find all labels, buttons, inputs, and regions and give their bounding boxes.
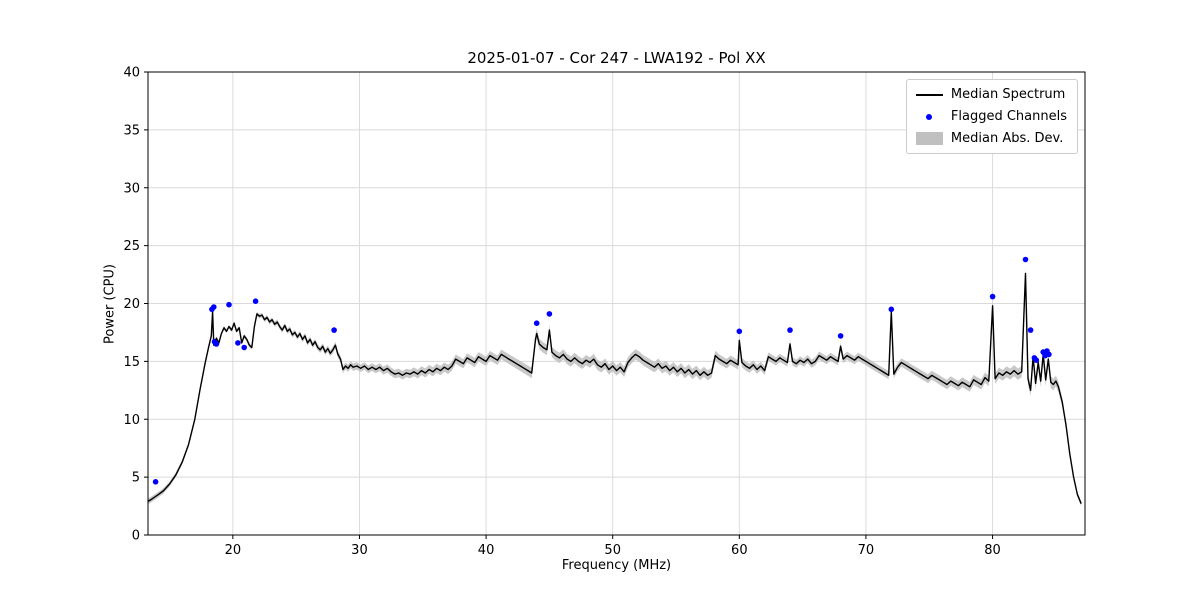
svg-text:5: 5 — [132, 471, 140, 486]
legend-item-median-spectrum: Median Spectrum — [915, 87, 1067, 102]
y-axis-label: Power (CPU) — [102, 263, 118, 345]
svg-text:40: 40 — [478, 543, 495, 558]
legend-label-flagged-channels: Flagged Channels — [950, 109, 1067, 124]
legend-label-median-spectrum: Median Spectrum — [950, 87, 1066, 102]
svg-text:50: 50 — [604, 543, 621, 558]
svg-text:25: 25 — [123, 239, 140, 254]
svg-text:0: 0 — [132, 529, 140, 544]
legend-item-flagged-channels: Flagged Channels — [916, 109, 1067, 124]
median-spectrum-line-swatch — [915, 93, 943, 96]
legend-label-median-abs-dev: Median Abs. Dev. — [950, 131, 1064, 146]
legend-item-median-abs-dev: Median Abs. Dev. — [915, 131, 1067, 146]
flagged-channels-dot-swatch — [916, 113, 943, 120]
svg-text:10: 10 — [123, 413, 140, 428]
svg-text:40: 40 — [123, 66, 140, 81]
svg-text:20: 20 — [225, 543, 242, 558]
svg-text:15: 15 — [123, 355, 140, 370]
median-abs-dev-patch-swatch — [915, 132, 943, 145]
x-axis-label: Frequency (MHz) — [561, 558, 672, 573]
svg-text:30: 30 — [123, 181, 140, 196]
svg-text:20: 20 — [123, 297, 140, 312]
svg-text:70: 70 — [858, 543, 875, 558]
svg-text:60: 60 — [731, 543, 748, 558]
svg-text:80: 80 — [984, 543, 1001, 558]
svg-text:30: 30 — [351, 543, 368, 558]
svg-text:35: 35 — [123, 123, 140, 138]
legend: Median Spectrum Flagged Channels Median … — [905, 79, 1078, 154]
plot-title: 2025-01-07 - Cor 247 - LWA192 - Pol XX — [467, 49, 766, 67]
